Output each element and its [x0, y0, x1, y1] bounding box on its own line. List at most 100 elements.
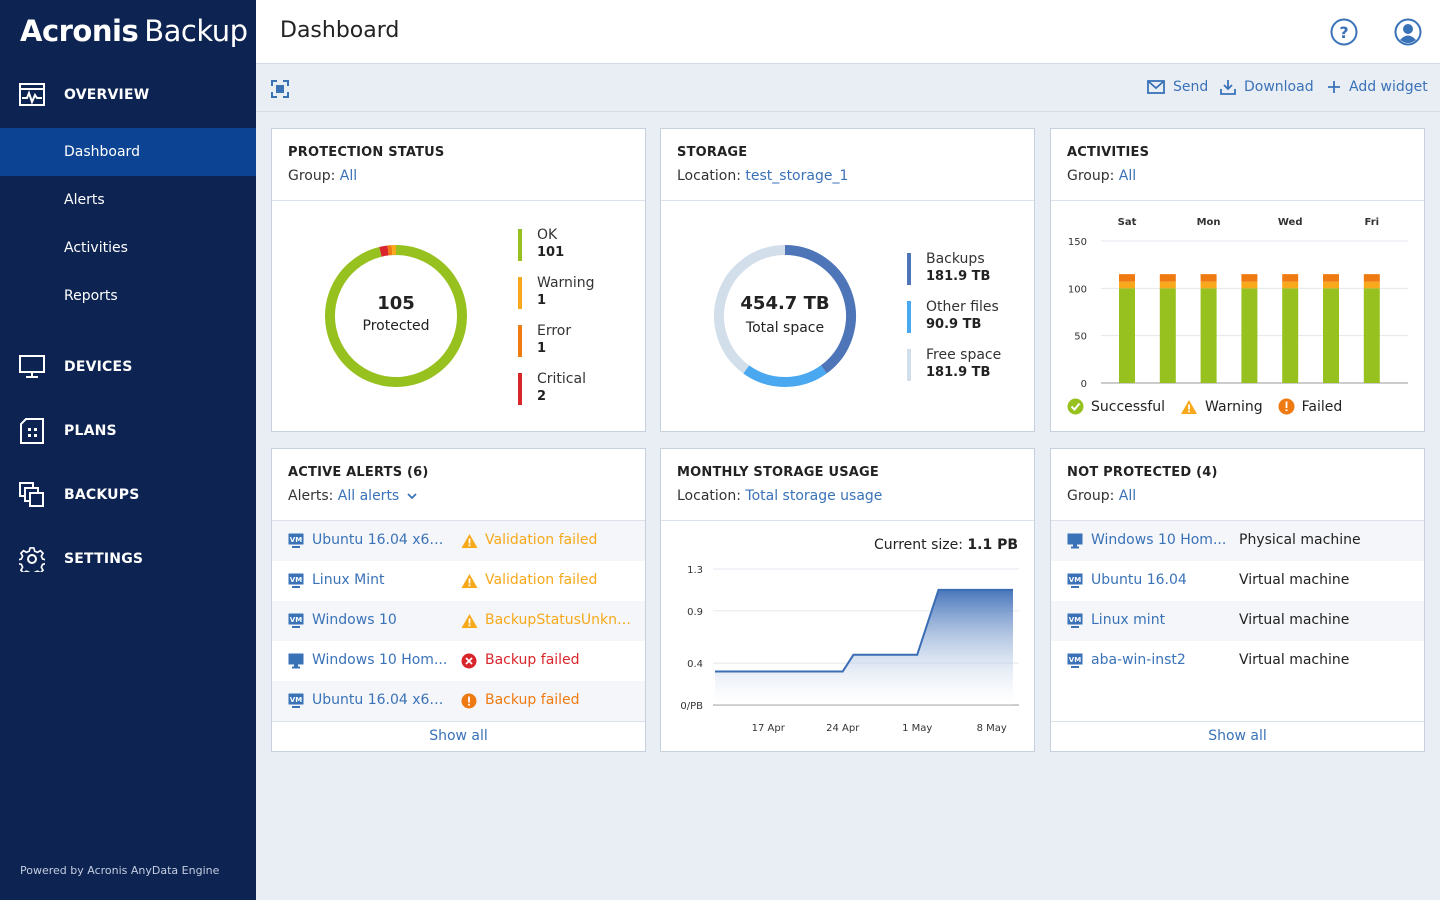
legend-value: 2	[537, 389, 547, 404]
y-tick-label: 100	[1068, 284, 1087, 295]
nav-devices[interactable]: DEVICES	[0, 343, 256, 391]
protection-status-widget: PROTECTION STATUS Group: All 105 Protect…	[271, 128, 646, 432]
legend-critical-swatch	[518, 373, 522, 405]
legend-backups-swatch	[907, 253, 911, 285]
group-filter: Group: All	[1067, 168, 1408, 184]
legend-warning-swatch	[518, 277, 522, 309]
nav-settings[interactable]: SETTINGS	[0, 535, 256, 583]
not-protected-row[interactable]: VM Linux mint Virtual machine	[1051, 601, 1424, 641]
bar-successful-mon	[1200, 288, 1217, 383]
bar-failed-wed	[1282, 274, 1299, 282]
alert-device-name[interactable]: Windows 10	[312, 612, 397, 628]
y-tick-label: 1.3	[687, 565, 703, 576]
activities-legend: Successful Warning Failed	[1067, 398, 1342, 415]
device-type: Virtual machine	[1239, 652, 1350, 668]
device-name[interactable]: aba-win-inst2	[1091, 652, 1186, 668]
alert-row[interactable]: Windows 10 Hom... Backup failed	[272, 641, 645, 681]
protection-slice-critical	[379, 245, 389, 257]
sidebar-item-reports[interactable]: Reports	[64, 288, 118, 304]
bar-failed-mon	[1200, 274, 1217, 282]
svg-text:VM: VM	[290, 536, 302, 544]
add-widget-button[interactable]: Add widget	[1327, 79, 1428, 95]
activities-bar-chart: 0 50 100 150 Sat Mon Wed Fri	[1068, 217, 1408, 389]
sidebar-item-activities[interactable]: Activities	[64, 240, 128, 256]
nav-backups[interactable]: BACKUPS	[0, 471, 256, 519]
alerts-show-all-link[interactable]: Show all	[272, 721, 645, 751]
error-icon	[461, 653, 477, 669]
gear-icon	[19, 546, 45, 572]
download-button[interactable]: Download	[1220, 79, 1314, 95]
computer-icon	[1067, 533, 1083, 549]
sidebar-item-alerts[interactable]: Alerts	[64, 192, 105, 208]
page-title: Dashboard	[280, 18, 400, 43]
location-filter: Location: Total storage usage	[677, 488, 1018, 504]
y-tick-label: 0.4	[687, 659, 703, 670]
bar-successful-fri	[1363, 288, 1380, 383]
group-filter: Group: All	[288, 168, 629, 184]
x-tick-label: 24 Apr	[826, 723, 860, 734]
warning-icon	[1181, 399, 1198, 414]
vm-icon: VM	[288, 613, 304, 629]
location-label: Location:	[677, 488, 741, 504]
not-protected-row[interactable]: VM Ubuntu 16.04 Virtual machine	[1051, 561, 1424, 601]
not-protected-show-all-link[interactable]: Show all	[1051, 721, 1424, 751]
alert-device-name[interactable]: Linux Mint	[312, 572, 385, 588]
storage-slice-other-files	[743, 365, 827, 387]
alert-row[interactable]: VM Linux Mint Validation failed	[272, 561, 645, 601]
nav-plans[interactable]: PLANS	[0, 407, 256, 455]
alert-device-name[interactable]: Ubuntu 16.04 x64 ...	[312, 692, 452, 708]
group-link[interactable]: All	[339, 168, 358, 184]
widget-title: PROTECTION STATUS	[288, 145, 445, 160]
bar-warning-sun	[1159, 281, 1176, 289]
location-link[interactable]: test_storage_1	[745, 168, 849, 184]
legend-label: Critical	[537, 371, 586, 387]
bar-successful-sun	[1159, 288, 1176, 383]
bar-successful-sat	[1119, 288, 1135, 383]
storage-widget: STORAGE Location: test_storage_1 454.7 T…	[660, 128, 1035, 432]
sidebar-item-dashboard[interactable]: Dashboard	[0, 128, 256, 176]
device-type: Virtual machine	[1239, 612, 1350, 628]
legend-value: 101	[537, 245, 565, 260]
not-protected-row[interactable]: VM aba-win-inst2 Virtual machine	[1051, 641, 1424, 681]
legend-label: Other files	[926, 299, 999, 315]
group-label: Group:	[288, 168, 336, 184]
not-protected-row[interactable]: Windows 10 Hom... Physical machine	[1051, 521, 1424, 561]
y-tick-label: 150	[1068, 237, 1087, 248]
alert-row[interactable]: VM Ubuntu 16.04 x64 ... Validation failed	[272, 521, 645, 561]
bar-warning-thu	[1323, 281, 1339, 289]
bar-warning-fri	[1363, 281, 1380, 289]
widget-title: ACTIVE ALERTS (6)	[288, 465, 429, 480]
legend-value: 1	[537, 293, 547, 308]
user-icon[interactable]	[1394, 18, 1422, 46]
monitor-icon	[19, 354, 45, 380]
nav-overview[interactable]: OVERVIEW	[0, 71, 256, 119]
nav-plans-label: PLANS	[64, 423, 117, 439]
alert-row[interactable]: VM Ubuntu 16.04 x64 ... Backup failed	[272, 681, 645, 721]
group-label: Group:	[1067, 168, 1115, 184]
group-label: Group:	[1067, 488, 1115, 504]
alert-device-name[interactable]: Windows 10 Hom...	[312, 652, 448, 668]
legend-warning: Warning	[1205, 398, 1263, 415]
failed-icon	[1278, 398, 1295, 415]
alert-device-name[interactable]: Ubuntu 16.04 x64 ...	[312, 532, 452, 548]
nav-settings-label: SETTINGS	[64, 551, 144, 567]
group-link[interactable]: All	[1118, 168, 1137, 184]
vm-icon: VM	[1067, 653, 1083, 669]
logo-text-bold: Acronis	[20, 14, 139, 48]
protection-slice-ok	[325, 245, 467, 387]
alert-row[interactable]: VM Windows 10 BackupStatusUnkno...	[272, 601, 645, 641]
fullscreen-icon[interactable]	[270, 79, 290, 99]
location-link[interactable]: Total storage usage	[745, 488, 883, 504]
overview-icon	[19, 82, 45, 108]
device-name[interactable]: Windows 10 Hom...	[1091, 532, 1227, 548]
warning-icon	[461, 573, 478, 589]
device-name[interactable]: Ubuntu 16.04	[1091, 572, 1187, 588]
send-button[interactable]: Send	[1147, 79, 1208, 95]
group-link[interactable]: All	[1118, 488, 1137, 504]
help-icon[interactable]: ?	[1330, 18, 1358, 46]
alerts-filter-value: All alerts	[337, 488, 400, 504]
alerts-filter-dropdown[interactable]: All alerts	[338, 488, 417, 504]
device-name[interactable]: Linux mint	[1091, 612, 1166, 628]
widget-title: ACTIVITIES	[1067, 145, 1150, 160]
logo-text-light: Backup	[144, 14, 248, 48]
